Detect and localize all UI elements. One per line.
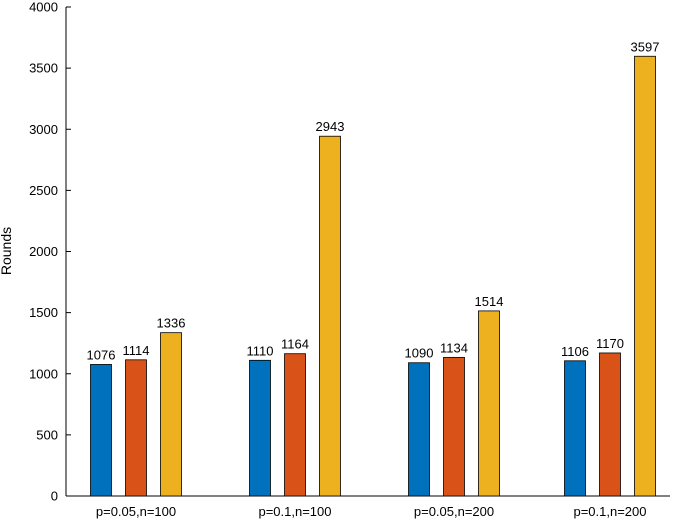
bar-value-label: 1114 bbox=[123, 343, 150, 358]
bar bbox=[249, 359, 271, 497]
bar bbox=[634, 55, 656, 497]
bar-value-label: 1106 bbox=[561, 344, 589, 359]
bar bbox=[319, 135, 341, 497]
y-axis-title: Rounds bbox=[0, 227, 14, 275]
y-tick-label: 3000 bbox=[29, 122, 58, 137]
bar bbox=[599, 352, 621, 497]
y-tick-label: 500 bbox=[36, 427, 58, 442]
bar bbox=[443, 356, 465, 497]
x-tick-label: p=0.1,n=100 bbox=[258, 504, 331, 519]
bar-value-label: 2943 bbox=[316, 119, 345, 134]
bar-value-label: 1170 bbox=[596, 336, 624, 351]
y-tick-label: 4000 bbox=[29, 0, 58, 15]
bar bbox=[408, 362, 430, 497]
y-tick-label: 1000 bbox=[29, 366, 58, 381]
bar-value-label: 1164 bbox=[281, 337, 309, 352]
bar bbox=[125, 359, 147, 497]
x-tick-label: p=0.1,n=200 bbox=[573, 504, 646, 519]
x-tick-label: p=0.05,n=100 bbox=[96, 504, 176, 519]
bar-value-label: 1134 bbox=[440, 340, 468, 355]
bar-value-label: 1110 bbox=[247, 343, 274, 358]
bar bbox=[478, 310, 500, 497]
value-labels: 1076 1110 1090 1106 1114 1164 1134 1170 1336 2943… bbox=[87, 39, 660, 362]
bar bbox=[284, 353, 306, 497]
bar-value-label: 3597 bbox=[631, 39, 660, 54]
bars bbox=[90, 55, 656, 497]
bar-value-label: 1090 bbox=[405, 346, 434, 361]
y-tick-label: 2500 bbox=[29, 183, 58, 198]
bar-value-label: 1514 bbox=[475, 294, 504, 309]
bar bbox=[160, 332, 182, 497]
bar-value-label: 1336 bbox=[157, 316, 186, 331]
y-tick-label: 3500 bbox=[29, 61, 58, 76]
y-tick-label: 0 bbox=[51, 489, 58, 504]
bar-value-label: 1076 bbox=[87, 347, 116, 362]
axes: 0 500 1000 1500 2000 2500 3000 3500 4000 p=0.05,n… bbox=[29, 0, 670, 519]
y-tick-label: 2000 bbox=[29, 244, 58, 259]
y-tick-label: 1500 bbox=[29, 305, 58, 320]
x-tick-label: p=0.05,n=200 bbox=[414, 504, 494, 519]
bar bbox=[90, 364, 112, 497]
bar bbox=[564, 360, 586, 497]
